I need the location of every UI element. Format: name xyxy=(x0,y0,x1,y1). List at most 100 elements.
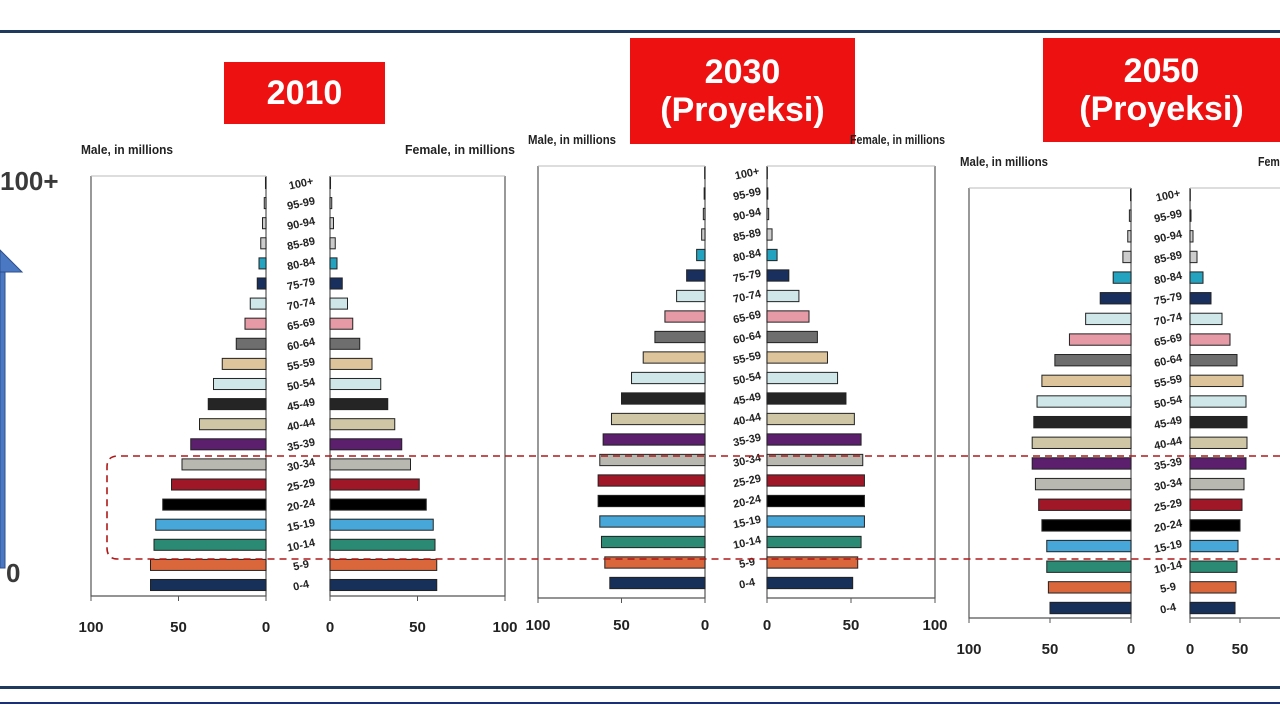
age-label-0-4: 0-4 xyxy=(738,576,757,591)
age-label-20-24: 20-24 xyxy=(286,497,317,515)
female-bar-0-4 xyxy=(766,576,854,590)
bottom-divider-line xyxy=(0,686,1280,689)
female-bar-35-39 xyxy=(1189,457,1247,470)
male-bar-5-9 xyxy=(604,556,706,569)
female-bar-85-89 xyxy=(1189,250,1198,264)
female-bar-45-49 xyxy=(1189,415,1248,429)
male-bar-75-79 xyxy=(256,277,267,290)
bottom-divider-line-2 xyxy=(0,702,1280,704)
male-bar-25-29 xyxy=(1038,498,1132,511)
male-bar-70-74 xyxy=(1085,312,1132,326)
male-bar-65-69 xyxy=(244,317,267,330)
x-tick-label: 100 xyxy=(78,619,103,636)
age-label-35-39: 35-39 xyxy=(1153,456,1183,474)
female-bar-65-69 xyxy=(1189,333,1231,346)
female-bar-95-99 xyxy=(766,187,769,200)
age-label-20-24: 20-24 xyxy=(1153,517,1184,535)
female-bar-5-9 xyxy=(329,558,438,571)
female-bar-20-24 xyxy=(766,494,865,508)
female-bar-0-4 xyxy=(329,578,438,592)
male-bar-80-84 xyxy=(1112,271,1132,284)
arrow-shaft xyxy=(0,271,6,569)
female-bar-90-94 xyxy=(766,207,770,221)
x-tick-label: 0 xyxy=(1127,641,1135,658)
female-bar-15-19 xyxy=(1189,539,1239,553)
side-label-top: 100+ xyxy=(0,166,59,196)
female-bar-95-99 xyxy=(329,197,333,210)
male-bar-30-34 xyxy=(181,458,267,471)
male-bar-65-69 xyxy=(664,310,706,323)
pyramid-0: 0-4 5-9 10-14 15-19 20-24 25-29 30-34 35-39 40-4… xyxy=(78,142,517,636)
male-axis-label: Male, in millions xyxy=(528,132,616,147)
age-label-25-29: 25-29 xyxy=(732,473,762,491)
male-bar-60-64 xyxy=(235,337,267,350)
age-label-70-74: 70-74 xyxy=(732,288,763,306)
age-label-90-94: 90-94 xyxy=(1153,228,1184,246)
side-label-bottom: 0 xyxy=(6,558,21,588)
age-label-90-94: 90-94 xyxy=(732,206,763,224)
pyramid-1: 0-45-910-1415-1920-2425-2930-3435-3940-4… xyxy=(525,132,947,634)
title-2010-line-1: 2010 xyxy=(266,73,343,112)
female-bar-45-49 xyxy=(766,392,847,405)
age-label-45-49: 45-49 xyxy=(286,396,316,414)
age-label-95-99: 95-99 xyxy=(732,186,762,204)
female-bar-50-54 xyxy=(1189,395,1247,408)
title-2030: 2030 (Proyeksi) xyxy=(630,38,855,144)
x-tick-label: 50 xyxy=(1042,641,1059,658)
title-2050: 2050 (Proyeksi) xyxy=(1043,38,1280,142)
age-label-75-79: 75-79 xyxy=(286,276,316,294)
age-label-60-64: 60-64 xyxy=(732,329,763,347)
female-bar-70-74 xyxy=(1189,312,1223,326)
female-bar-65-69 xyxy=(766,310,810,323)
x-tick-label: 0 xyxy=(262,619,270,636)
male-bar-70-74 xyxy=(249,297,267,310)
male-bar-50-54 xyxy=(213,377,267,391)
female-bar-30-34 xyxy=(329,458,411,471)
age-label-25-29: 25-29 xyxy=(1153,497,1183,515)
male-bar-45-49 xyxy=(1033,415,1132,429)
male-bar-40-44 xyxy=(610,412,706,426)
female-bar-60-64 xyxy=(329,337,361,350)
age-label-20-24: 20-24 xyxy=(732,493,763,511)
age-label-80-84: 80-84 xyxy=(1153,270,1184,288)
female-bar-35-39 xyxy=(766,433,862,446)
female-bar-55-59 xyxy=(329,357,373,370)
female-bar-15-19 xyxy=(329,518,434,531)
male-bar-15-19 xyxy=(155,518,267,531)
male-bar-15-19 xyxy=(1046,539,1132,553)
age-label-50-54: 50-54 xyxy=(732,370,763,388)
female-bar-95-99 xyxy=(1189,209,1192,222)
male-bar-45-49 xyxy=(207,398,267,411)
female-bar-90-94 xyxy=(1189,230,1194,243)
male-bar-20-24 xyxy=(1041,519,1132,532)
female-bar-100+ xyxy=(329,176,332,190)
male-bar-45-49 xyxy=(621,392,706,405)
title-2030-line-1: 2030 xyxy=(704,52,781,91)
female-bar-10-14 xyxy=(766,535,862,549)
age-label-40-44: 40-44 xyxy=(732,411,763,429)
male-bar-0-4 xyxy=(609,576,706,590)
female-bar-50-54 xyxy=(766,371,839,385)
age-label-55-59: 55-59 xyxy=(1153,373,1183,391)
pyramid-2: 0-4 5-9 10-14 15-19 20-24 25-29 30-34 35-39 40-4… xyxy=(956,154,1280,658)
male-bar-20-24 xyxy=(597,494,706,508)
age-label-10-14: 10-14 xyxy=(286,537,317,555)
age-label-25-29: 25-29 xyxy=(286,477,316,495)
female-bar-55-59 xyxy=(766,351,828,364)
age-label-55-59: 55-59 xyxy=(286,356,316,374)
x-tick-label: 0 xyxy=(1186,641,1194,658)
male-bar-30-34 xyxy=(1034,477,1132,491)
age-label-65-69: 65-69 xyxy=(1153,332,1183,350)
female-bar-10-14 xyxy=(1189,560,1238,573)
age-label-85-89: 85-89 xyxy=(1153,249,1183,267)
age-label-100+: 100+ xyxy=(1155,188,1182,205)
female-bar-60-64 xyxy=(766,330,818,344)
x-tick-label: 100 xyxy=(956,641,981,658)
male-bar-75-79 xyxy=(686,269,706,282)
age-label-70-74: 70-74 xyxy=(286,296,317,314)
female-axis-label: Female, in millions xyxy=(850,132,945,147)
female-axis-label: Female, in millions xyxy=(1258,154,1280,169)
female-bar-80-84 xyxy=(1189,271,1204,284)
x-tick-label: 100 xyxy=(922,617,947,634)
